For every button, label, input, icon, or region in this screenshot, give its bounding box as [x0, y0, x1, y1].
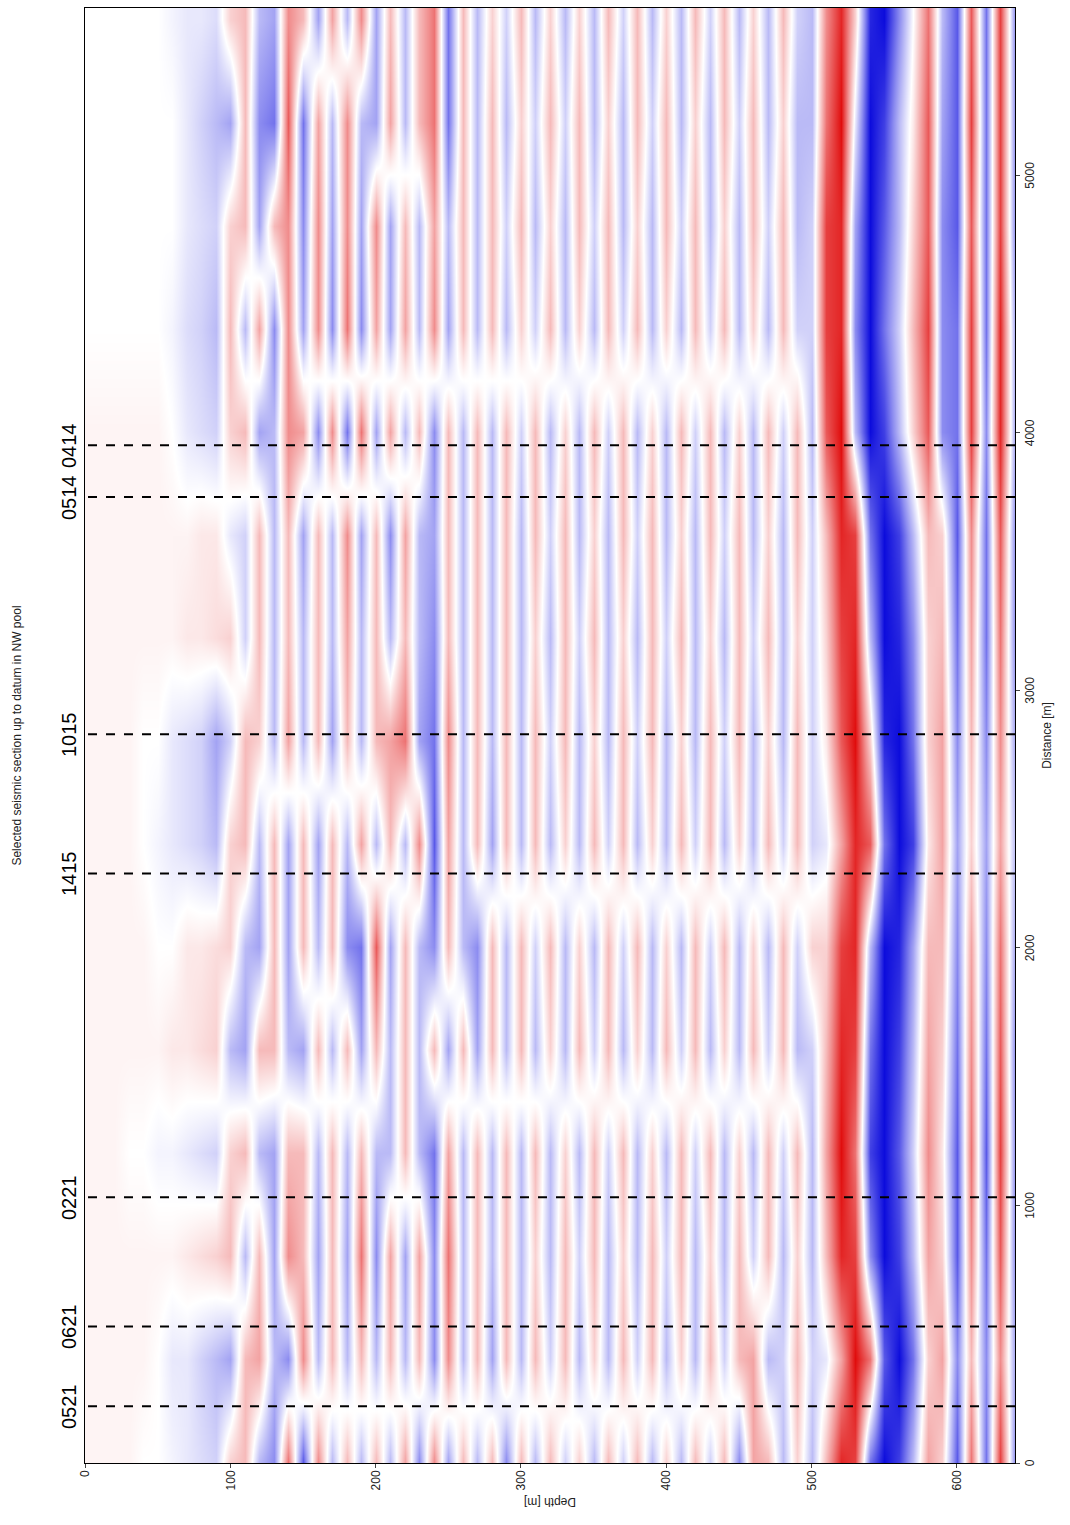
- svg-text:0414: 0414: [58, 424, 80, 469]
- svg-text:0514: 0514: [58, 476, 80, 521]
- svg-text:0: 0: [1023, 1459, 1037, 1466]
- svg-text:Distance [m]: Distance [m]: [1040, 702, 1054, 769]
- svg-text:0621: 0621: [58, 1305, 80, 1350]
- svg-text:300: 300: [514, 1470, 528, 1490]
- svg-text:2000: 2000: [1023, 934, 1037, 961]
- svg-text:3000: 3000: [1023, 677, 1037, 704]
- svg-text:1015: 1015: [58, 713, 80, 758]
- svg-text:0221: 0221: [58, 1176, 80, 1221]
- svg-text:200: 200: [369, 1470, 383, 1490]
- svg-text:Selected seismic section up to: Selected seismic section up to datum in …: [10, 605, 24, 865]
- svg-text:100: 100: [224, 1470, 238, 1490]
- svg-text:5000: 5000: [1023, 162, 1037, 189]
- svg-text:400: 400: [659, 1470, 673, 1490]
- svg-text:600: 600: [950, 1470, 964, 1490]
- svg-text:0521: 0521: [58, 1385, 80, 1430]
- svg-text:1415: 1415: [58, 852, 80, 897]
- svg-text:0: 0: [78, 1470, 92, 1477]
- svg-text:Depth [m]: Depth [m]: [524, 1495, 576, 1509]
- svg-text:500: 500: [805, 1470, 819, 1490]
- svg-text:4000: 4000: [1023, 419, 1037, 446]
- svg-text:1000: 1000: [1023, 1192, 1037, 1219]
